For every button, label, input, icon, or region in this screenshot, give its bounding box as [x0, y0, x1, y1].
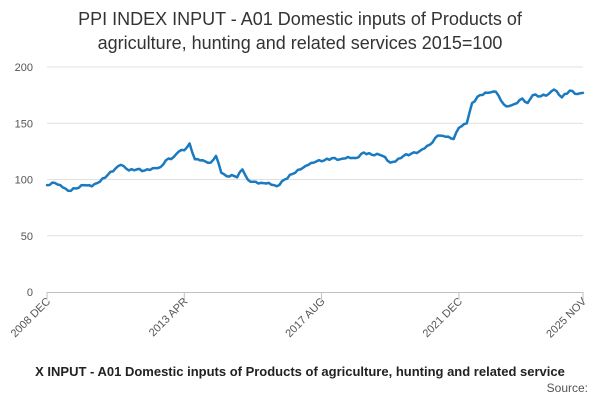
y-tick-label: 50 — [21, 231, 33, 243]
y-tick-label: 150 — [15, 118, 33, 130]
y-tick-label: 200 — [15, 62, 33, 74]
legend-series-label: X INPUT - A01 Domestic inputs of Product… — [35, 364, 565, 379]
x-tick-label: 2008 DEC — [9, 296, 53, 340]
y-tick-label: 100 — [15, 175, 33, 187]
grid-lines — [47, 66, 583, 237]
chart-title: PPI INDEX INPUT - A01 Domestic inputs of… — [0, 7, 600, 55]
source-label: Source: — [546, 381, 588, 395]
series-layer — [45, 88, 585, 193]
series-line — [45, 88, 585, 193]
x-tick-label: 2025 NOV — [544, 295, 589, 340]
x-tick-label: 2021 DEC — [421, 296, 465, 340]
chart-title-line-1: PPI INDEX INPUT - A01 Domestic inputs of… — [78, 9, 522, 29]
chart-title-line-2: agriculture, hunting and related service… — [97, 33, 503, 53]
legend: X INPUT - A01 Domestic inputs of Product… — [0, 364, 600, 379]
x-tick-label: 2017 AUG — [283, 296, 327, 340]
x-tick-label: 2013 APR — [147, 296, 191, 340]
y-tick-label: 0 — [27, 287, 33, 299]
